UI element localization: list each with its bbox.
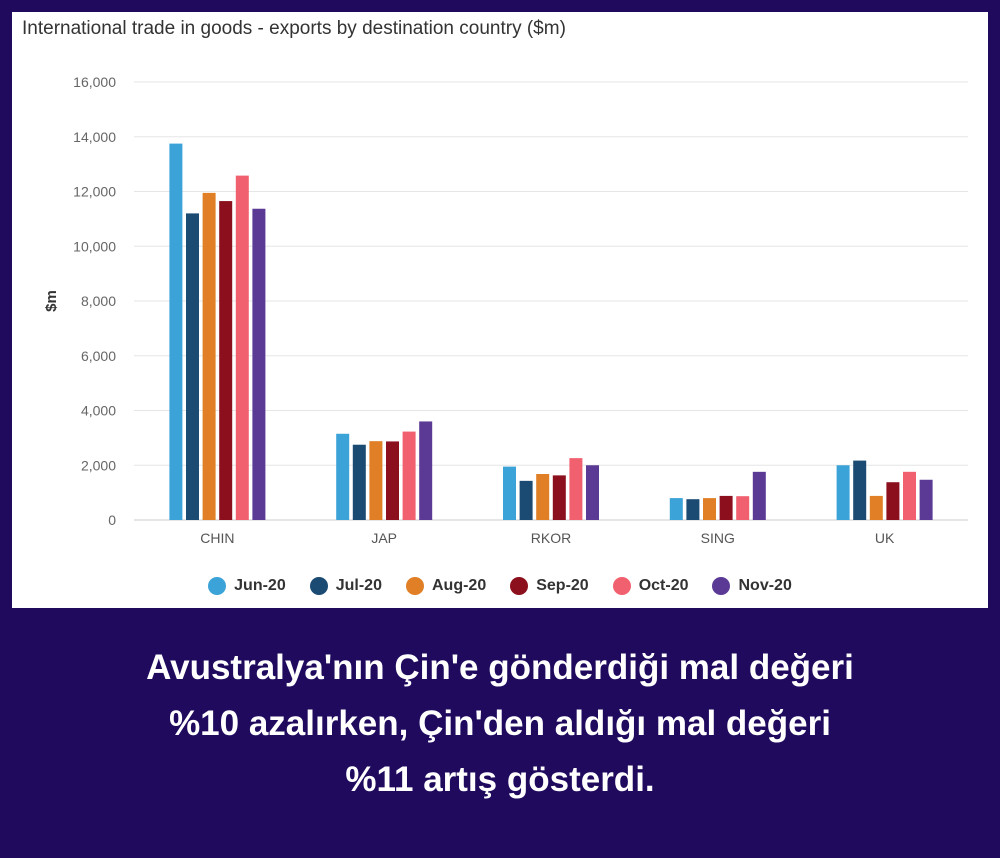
bar-rkor-jun-20 [503, 466, 516, 520]
legend-label: Oct-20 [638, 577, 689, 594]
bar-sing-sep-20 [719, 495, 733, 520]
bar-sing-nov-20 [752, 471, 766, 520]
bar-sing-jun-20 [669, 498, 683, 520]
bar-sing-jul-20 [686, 499, 700, 520]
y-tick-label: 10,000 [73, 238, 116, 254]
legend-item: Nov-20 [712, 577, 792, 595]
legend-item: Sep-20 [510, 577, 589, 595]
y-tick-label: 0 [108, 512, 116, 528]
bar-jap-sep-20 [386, 441, 399, 520]
y-tick-label: 8,000 [81, 293, 116, 309]
y-tick-label: 12,000 [73, 184, 116, 200]
bar-rkor-jul-20 [519, 480, 533, 520]
legend-item: Jun-20 [208, 577, 286, 595]
chart-legend: Jun-20 Jul-20 Aug-20 Sep-20 Oct-20 Nov-20 [12, 577, 988, 595]
bar-uk-oct-20 [903, 471, 916, 520]
bar-chin-oct-20 [235, 175, 249, 520]
bar-jap-aug-20 [369, 441, 383, 520]
bar-uk-sep-20 [886, 482, 900, 520]
legend-item: Jul-20 [309, 577, 382, 595]
x-tick-label: UK [875, 530, 895, 546]
chart-title: International trade in goods - exports b… [22, 18, 566, 39]
legend-item: Oct-20 [612, 577, 689, 595]
x-tick-label: SING [701, 530, 735, 546]
x-tick-label: RKOR [531, 530, 571, 546]
legend-swatch [405, 577, 424, 595]
legend-label: Aug-20 [431, 577, 487, 594]
bar-jap-jun-20 [336, 433, 350, 520]
y-tick-label: 14,000 [73, 129, 116, 145]
bar-jap-jul-20 [352, 444, 366, 520]
y-axis-label: $m [43, 290, 60, 312]
legend-label: Jul-20 [335, 577, 382, 594]
y-tick-label: 16,000 [73, 74, 116, 90]
x-tick-label: CHIN [200, 530, 234, 546]
bar-uk-nov-20 [919, 479, 933, 520]
chart-panel: International trade in goods - exports b… [12, 12, 988, 608]
bar-chin-aug-20 [202, 192, 216, 520]
legend-swatch [309, 577, 328, 595]
caption: Avustralya'nın Çin'e gönderdiği mal değe… [0, 640, 1000, 808]
bar-rkor-oct-20 [569, 458, 583, 520]
bar-chin-nov-20 [252, 208, 266, 520]
bar-rkor-aug-20 [536, 474, 550, 520]
legend-swatch [712, 577, 731, 595]
bar-sing-aug-20 [703, 498, 716, 520]
bar-uk-jun-20 [836, 465, 850, 520]
bar-chin-jul-20 [186, 213, 199, 520]
bar-rkor-sep-20 [552, 475, 566, 520]
legend-label: Jun-20 [234, 577, 286, 594]
bar-sing-oct-20 [736, 496, 750, 520]
legend-item: Aug-20 [405, 577, 487, 595]
y-tick-label: 6,000 [81, 348, 116, 364]
legend-label: Nov-20 [738, 577, 792, 594]
y-tick-label: 4,000 [81, 403, 116, 419]
caption-line-2: %10 azalırken, Çin'den aldığı mal değeri [169, 704, 831, 743]
legend-swatch [510, 577, 529, 595]
bar-chin-sep-20 [219, 201, 233, 521]
legend-swatch [612, 577, 631, 595]
bar-uk-aug-20 [869, 495, 883, 520]
bar-jap-oct-20 [402, 431, 416, 520]
bar-rkor-nov-20 [586, 465, 599, 520]
caption-line-1: Avustralya'nın Çin'e gönderdiği mal değe… [146, 648, 854, 687]
bar-chin-jun-20 [169, 143, 183, 520]
y-tick-label: 2,000 [81, 457, 116, 473]
bar-jap-nov-20 [419, 421, 433, 520]
bar-chart: 0 2,000 4,000 6,000 8,000 10,000 12,000 14,000 1… [43, 74, 968, 546]
legend-label: Sep-20 [536, 577, 589, 594]
legend-swatch [208, 577, 227, 595]
x-tick-label: JAP [371, 530, 397, 546]
caption-line-3: %11 artış gösterdi. [345, 760, 655, 799]
bar-uk-jul-20 [853, 460, 867, 520]
